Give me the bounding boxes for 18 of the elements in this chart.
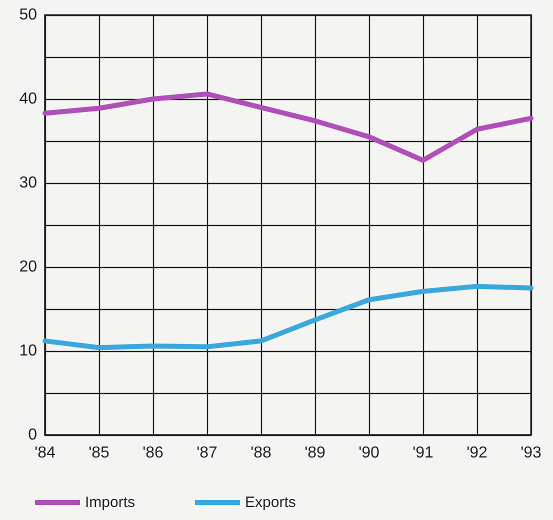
x-tick-label: '88 <box>250 444 272 462</box>
x-tick-label: '93 <box>520 444 542 462</box>
y-tick-label: 40 <box>19 90 38 108</box>
y-tick-label: 50 <box>19 6 38 24</box>
y-tick-label: 20 <box>19 258 38 276</box>
y-tick-label: 10 <box>19 342 38 360</box>
x-tick-label: '87 <box>196 444 218 462</box>
legend-label: Exports <box>245 494 296 511</box>
y-tick-label: 0 <box>28 426 38 444</box>
x-tick-label: '90 <box>358 444 380 462</box>
x-tick-label: '91 <box>412 444 434 462</box>
y-tick-label: 30 <box>19 174 38 192</box>
x-tick-label: '85 <box>88 444 110 462</box>
x-tick-label: '92 <box>466 444 488 462</box>
x-tick-label: '86 <box>142 444 164 462</box>
legend-label: Imports <box>85 494 136 511</box>
x-tick-label: '89 <box>304 444 326 462</box>
x-tick-label: '84 <box>34 444 56 462</box>
